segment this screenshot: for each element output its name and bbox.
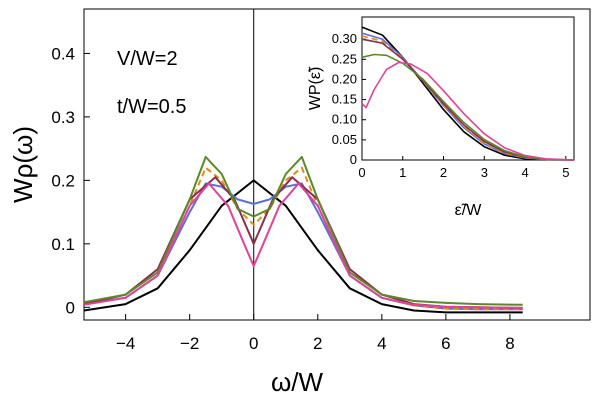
main-x-tick-label: 4 — [377, 334, 386, 353]
inset-series-line-6 — [361, 61, 575, 161]
inset-x-tick-label: 4 — [521, 165, 528, 180]
inset-x-axis-label: ε̃/W — [455, 202, 483, 219]
main-chart: −4 −2 0 2 4 6 8 0 0.1 0.2 0.3 0.4 ω/W Wρ(ω) V/W=2 t/W=0… — [8, 8, 591, 397]
inset-plot-background — [362, 17, 574, 160]
annotation-1: V/W=2 — [117, 48, 178, 70]
main-x-tick-label: 2 — [313, 334, 322, 353]
inset-y-tick-label: 0 — [350, 152, 357, 167]
inset-x-tick-label: 5 — [562, 165, 569, 180]
main-x-tick-label: −2 — [180, 334, 199, 353]
inset-chart: 0 1 2 3 4 5 0 0.05 0.10 0.15 0.20 0.25 0.30 ε̃/W WP(ε̃… — [307, 16, 575, 219]
main-series-line-6 — [83, 182, 523, 309]
inset-x-tick-label: 0 — [358, 165, 365, 180]
inset-y-tick-label: 0.20 — [332, 71, 357, 86]
inset-x-tick-label: 2 — [440, 165, 447, 180]
main-series-line-1 — [83, 179, 523, 314]
inset-series-line-5 — [361, 53, 575, 161]
inset-y-tick-label: 0.05 — [332, 132, 357, 147]
main-x-tick-label: −4 — [116, 334, 135, 353]
inset-y-tick-label: 0.10 — [332, 112, 357, 127]
annotation-2: t/W=0.5 — [117, 96, 186, 118]
main-y-tick-label: 0.1 — [51, 235, 75, 254]
inset-plot-frame — [361, 16, 575, 161]
main-series-line-5 — [83, 155, 523, 306]
main-x-tick-label: 6 — [441, 334, 450, 353]
inset-y-tick-label: 0.15 — [332, 92, 357, 107]
inset-x-tick-label: 1 — [399, 165, 406, 180]
inset-y-tick-label: 0.30 — [332, 31, 357, 46]
main-y-tick-label: 0.4 — [51, 44, 75, 63]
main-y-tick-label: 0.2 — [51, 171, 75, 190]
inset-x-tick-label: 3 — [481, 165, 488, 180]
main-plot-frame — [83, 8, 591, 321]
inset-y-tick-label: 0.25 — [332, 51, 357, 66]
main-series-line-4 — [83, 176, 523, 309]
main-x-axis-label: ω/W — [271, 367, 324, 397]
main-x-tick-label: 0 — [249, 334, 258, 353]
main-y-tick-label: 0 — [66, 298, 75, 317]
main-y-tick-label: 0.3 — [51, 108, 75, 127]
main-y-axis-label: Wρ(ω) — [8, 126, 38, 203]
main-x-tick-label: 8 — [505, 334, 514, 353]
inset-y-axis-label: WP(ε̃) — [307, 66, 324, 110]
